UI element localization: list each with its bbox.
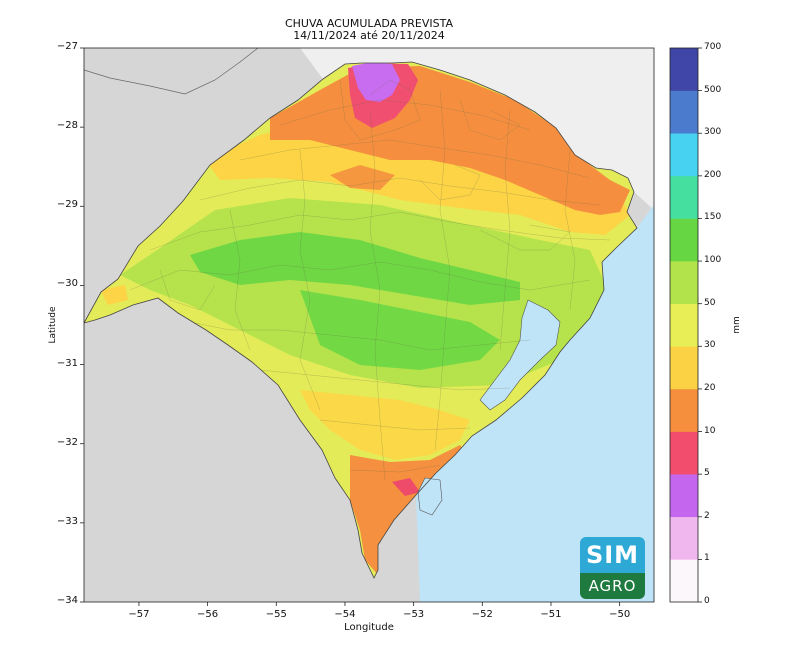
x-tick-label: −55 (265, 609, 287, 620)
logo-sim-text: SIM (580, 537, 645, 573)
colorbar-tick-label: 150 (704, 212, 722, 223)
y-axis-label: Latitude (48, 306, 58, 344)
lagoa-dos-patos (479, 299, 561, 411)
colorbar-tick-label: 1 (704, 553, 710, 564)
colorbar-tick-label: 0 (704, 596, 710, 606)
map-subtitle-date-range: 14/11/2024 até 20/11/2024 (293, 29, 445, 42)
y-tick-label: −32 (56, 436, 78, 448)
colorbar (669, 47, 702, 603)
colorbar-band (670, 346, 698, 390)
colorbar-tick-label: 10 (704, 425, 716, 436)
field-5-10-south (392, 478, 420, 496)
y-tick-label: −31 (56, 357, 78, 369)
colorbar-frame (669, 47, 699, 603)
santa-catarina-land (300, 48, 654, 210)
colorbar-tick-label: 50 (704, 297, 716, 308)
field-100-150-central (300, 290, 500, 370)
field-2-5-north (352, 62, 400, 102)
argentina-border-line (84, 48, 259, 95)
y-tick-label: −34 (56, 595, 78, 606)
colorbar-band (670, 388, 698, 432)
x-tick-label: −52 (471, 609, 493, 620)
colorbar-band (670, 516, 698, 560)
colorbar-band (670, 559, 698, 603)
colorbar-tick-label: 2 (704, 510, 710, 521)
x-tick-label: −53 (403, 609, 425, 620)
colorbar-tick-label: 5 (704, 468, 710, 479)
colorbar-band (670, 303, 698, 347)
field-20-30-south (300, 390, 470, 460)
field-20-30-west (100, 285, 128, 305)
colorbar-tick-label: 20 (704, 382, 716, 393)
sim-agro-logo: SIM AGRO (580, 537, 645, 599)
colorbar-tick-label: 100 (704, 255, 722, 266)
colorbar-unit-label: mm (732, 316, 742, 334)
colorbar-tick-label: 30 (704, 340, 716, 351)
colorbar-band (670, 474, 698, 518)
map-title: CHUVA ACUMULADA PREVISTA (284, 17, 454, 30)
colorbar-band (670, 261, 698, 304)
y-tick-label: −33 (56, 515, 78, 527)
x-tick-label: −51 (540, 609, 562, 620)
colorbar-band (670, 48, 698, 91)
y-tick-label: −27 (56, 41, 78, 52)
field-100-150-core (190, 232, 520, 305)
colorbar-tick-label: 300 (704, 127, 722, 138)
field-10-20-northwest (330, 165, 395, 190)
colorbar-band (670, 175, 698, 219)
colorbar-tick-label: 500 (704, 84, 722, 95)
lagoa-mirim (417, 477, 443, 516)
rs-state-border (84, 61, 638, 579)
y-tick-label: −29 (56, 199, 78, 211)
colorbar-tick-label: 200 (704, 169, 722, 180)
x-tick-label: −56 (197, 609, 219, 620)
plot-frame (83, 47, 655, 603)
x-axis-label: Longitude (344, 622, 394, 633)
colorbar-band (670, 431, 698, 475)
colorbar-band (670, 218, 698, 262)
ocean (416, 205, 654, 602)
colorbar-tick-label: 700 (704, 42, 722, 52)
logo-agro-text: AGRO (580, 573, 645, 599)
colorbar-band (670, 90, 698, 134)
y-tick-label: −28 (56, 120, 78, 132)
colorbar-band (670, 133, 698, 177)
x-tick-label: −57 (128, 609, 150, 620)
x-tick-label: −54 (334, 609, 356, 620)
y-tick-label: −30 (56, 278, 78, 290)
municipality-boundaries (129, 79, 611, 481)
x-tick-label: −50 (609, 609, 631, 620)
